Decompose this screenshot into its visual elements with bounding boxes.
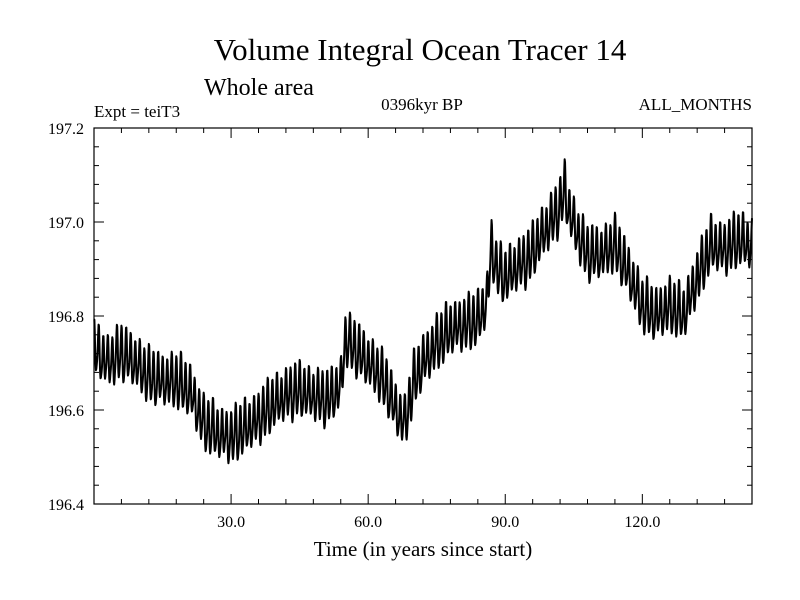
x-tick-label: 30.0 bbox=[217, 514, 245, 531]
x-axis-label: Time (in years since start) bbox=[314, 537, 533, 561]
axis-ticks bbox=[93, 127, 753, 505]
chart-title: Volume Integral Ocean Tracer 14 bbox=[214, 32, 627, 67]
series-line bbox=[93, 158, 753, 465]
x-tick-label: 120.0 bbox=[624, 514, 660, 531]
x-tick-label: 60.0 bbox=[354, 514, 382, 531]
y-tick-label: 197.2 bbox=[48, 121, 84, 138]
chart-subtitle: Whole area bbox=[204, 75, 314, 101]
months-label: ALL_MONTHS bbox=[639, 95, 752, 114]
y-tick-label: 196.4 bbox=[48, 497, 84, 514]
experiment-label: Expt = teiT3 bbox=[94, 102, 180, 121]
y-tick-label: 196.6 bbox=[48, 403, 84, 420]
plot-frame bbox=[93, 127, 753, 505]
y-tick-label: 196.8 bbox=[48, 309, 84, 326]
y-tick-label: 197.0 bbox=[48, 215, 84, 232]
axis-tick-labels: 30.0 60.0 90.0 120.0 196.4 196.6 196.8 197.0 197… bbox=[48, 121, 660, 531]
period-label: 0396kyr BP bbox=[381, 95, 463, 114]
x-tick-label: 90.0 bbox=[491, 514, 519, 531]
